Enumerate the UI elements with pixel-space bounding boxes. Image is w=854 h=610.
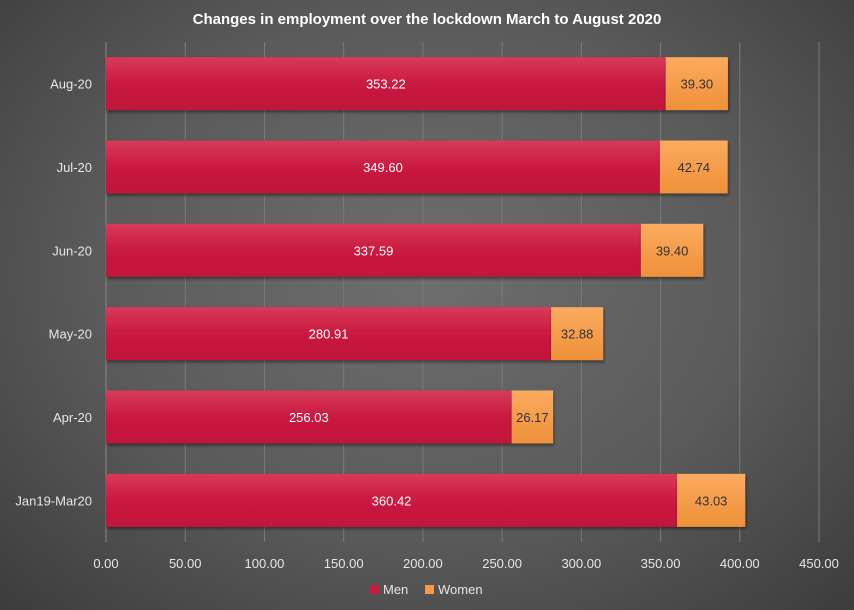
data-label-women: 32.88 [561, 327, 594, 342]
bar-men [106, 140, 660, 194]
data-label-men: 280.91 [309, 327, 349, 342]
y-tick-label: Jul-20 [57, 160, 92, 175]
data-label-women: 43.03 [695, 493, 728, 508]
data-label-women: 39.30 [681, 77, 714, 92]
data-label-women: 26.17 [516, 410, 549, 425]
y-tick-label: Jan19-Mar20 [15, 493, 92, 508]
legend-swatch-women [425, 585, 434, 594]
legend-swatch-men [370, 585, 379, 594]
bar-women [677, 473, 746, 527]
y-tick-label: May-20 [49, 327, 92, 342]
data-label-men: 349.60 [363, 160, 403, 175]
x-tick-label: 300.00 [561, 556, 601, 571]
x-tick-label: 150.00 [324, 556, 364, 571]
data-label-women: 39.40 [656, 243, 689, 258]
y-tick-label: Aug-20 [50, 77, 92, 92]
x-tick-label: 100.00 [245, 556, 285, 571]
bar-men [106, 223, 641, 277]
data-label-women: 42.74 [678, 160, 711, 175]
data-label-men: 337.59 [354, 243, 394, 258]
x-tick-label: 0.00 [93, 556, 118, 571]
data-label-men: 353.22 [366, 77, 406, 92]
x-tick-label: 50.00 [169, 556, 202, 571]
bar-men [106, 390, 512, 444]
y-tick-label: Apr-20 [53, 410, 92, 425]
data-label-men: 256.03 [289, 410, 329, 425]
bar-men [106, 307, 552, 361]
bar-women [640, 223, 704, 277]
bar-women [511, 390, 554, 444]
x-tick-label: 350.00 [641, 556, 681, 571]
bar-women [665, 57, 728, 111]
x-tick-label: 400.00 [720, 556, 760, 571]
bar-women [659, 140, 728, 194]
legend-label-women: Women [438, 582, 483, 597]
data-label-men: 360.42 [372, 493, 412, 508]
legend-label-men: Men [383, 582, 408, 597]
x-tick-label: 250.00 [482, 556, 522, 571]
chart-title: Changes in employment over the lockdown … [193, 11, 662, 28]
legend: Men Women [370, 582, 483, 597]
bar-women [551, 307, 604, 361]
x-tick-label: 200.00 [403, 556, 443, 571]
x-tick-label: 450.00 [799, 556, 839, 571]
y-tick-label: Jun-20 [52, 243, 92, 258]
bar-men [106, 473, 678, 527]
bar-men [106, 57, 666, 111]
